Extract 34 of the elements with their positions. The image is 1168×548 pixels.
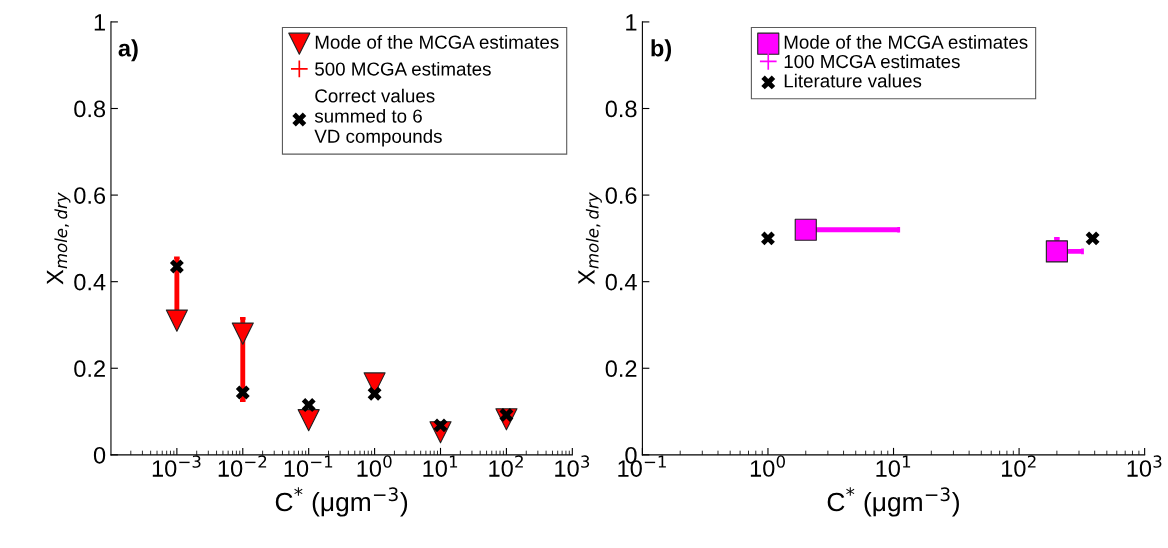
y-tick-label: 0.6 bbox=[605, 187, 637, 204]
x-tick-label: 10$^{−1}$ bbox=[284, 455, 333, 477]
x-tick-label: 10$^{0}$ bbox=[750, 455, 785, 477]
y-axis-title: X$_{mole,dry}$ bbox=[578, 192, 602, 285]
x-tick-label: 10$^{1}$ bbox=[423, 455, 458, 477]
y-axis-title: X$_{mole,dry}$ bbox=[46, 192, 71, 285]
annotation: b) bbox=[651, 39, 672, 62]
x-tick-label: 10$^{1}$ bbox=[876, 455, 911, 477]
x-tick-label: 10$^{0}$ bbox=[357, 455, 392, 477]
x-tick-label: 10$^{−3}$ bbox=[152, 455, 201, 477]
y-tick-label: 0.4 bbox=[605, 273, 637, 291]
legend-label: 100 MCGA estimates bbox=[784, 54, 960, 69]
x-tick-label: 10$^{−2}$ bbox=[218, 455, 267, 477]
y-tick-label: 0.6 bbox=[74, 187, 106, 204]
y-tick-label: 1 bbox=[626, 14, 637, 31]
x-tick-label: 10$^{2}$ bbox=[1001, 455, 1036, 477]
y-tick-label: 1 bbox=[94, 14, 105, 31]
x-tick-label: 10$^{3}$ bbox=[1127, 455, 1162, 477]
legend-label: Literature values bbox=[784, 73, 922, 88]
x-tick-label: 10$^{2}$ bbox=[489, 455, 523, 477]
y-tick-label: 0.8 bbox=[605, 100, 637, 118]
x-tick-label: 10$^{3}$ bbox=[555, 455, 590, 477]
legend-label: Mode of the MCGA estimates bbox=[784, 35, 1028, 49]
x-axis-title: C$^{*}$ (μgm$^{−3}$) bbox=[827, 487, 959, 517]
annotation: a) bbox=[118, 39, 138, 62]
y-tick-label: 0.2 bbox=[605, 360, 637, 378]
legend-label: 500 MCGA estimates bbox=[315, 61, 491, 76]
legend-label: Correct values summed to 6 VD compounds bbox=[314, 88, 442, 147]
y-tick-label: 0.2 bbox=[74, 360, 105, 378]
x-axis-title: C$^{*}$ (μgm$^{−3}$) bbox=[275, 487, 408, 517]
y-tick-label: 0.4 bbox=[74, 273, 106, 291]
y-tick-label: 0 bbox=[93, 446, 106, 464]
y-tick-label: 0.8 bbox=[74, 100, 106, 118]
legend-label: Mode of the MCGA estimates bbox=[315, 35, 559, 49]
